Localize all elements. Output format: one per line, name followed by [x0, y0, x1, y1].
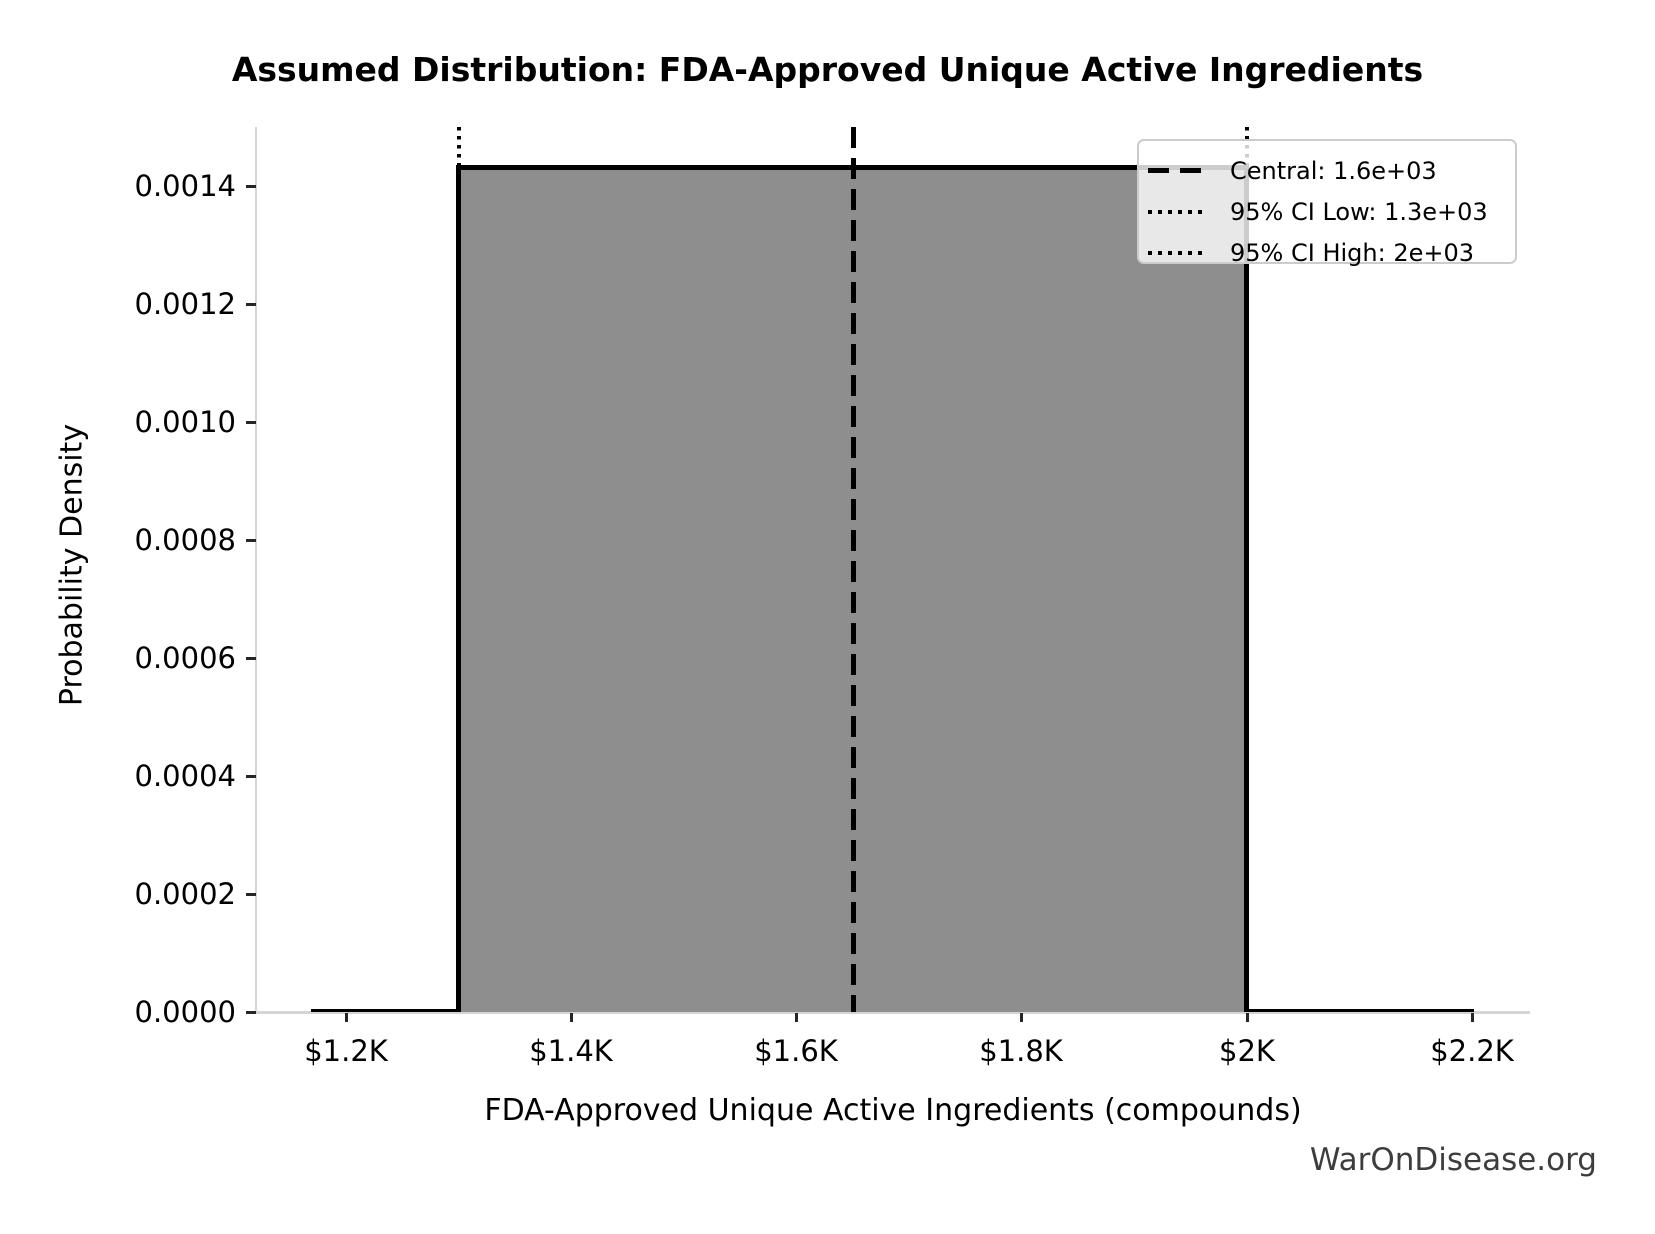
y-tick-mark: [246, 185, 256, 188]
y-tick-mark: [246, 1011, 256, 1014]
x-axis-spine: [250, 1011, 1530, 1014]
y-tick-mark: [246, 539, 256, 542]
x-tick-label: $2.2K: [1430, 1034, 1514, 1068]
y-tick-mark: [246, 775, 256, 778]
ci-high-line: [1245, 127, 1249, 1012]
x-tick-mark: [1246, 1013, 1249, 1022]
y-tick-label: 0.0014: [134, 169, 236, 203]
y-tick-label: 0.0012: [134, 287, 236, 321]
x-tick-label: $1.6K: [754, 1034, 838, 1068]
legend-label: 95% CI High: 2e+03: [1230, 238, 1474, 267]
y-tick-label: 0.0000: [134, 995, 236, 1029]
y-axis-spine: [255, 127, 257, 1012]
y-tick-mark: [246, 657, 256, 660]
chart-title: Assumed Distribution: FDA-Approved Uniqu…: [231, 50, 1424, 89]
pdf-baseline-left: [311, 1009, 459, 1012]
x-axis-label: FDA-Approved Unique Active Ingredients (…: [484, 1093, 1302, 1128]
watermark: WarOnDisease.org: [1309, 1142, 1597, 1178]
y-tick-label: 0.0006: [134, 641, 236, 675]
y-tick-mark: [246, 303, 256, 306]
central-line: [851, 127, 856, 1012]
y-axis-label: Probability Density: [54, 423, 90, 707]
legend-label: Central: 1.6e+03: [1230, 156, 1437, 185]
ci-low-line: [457, 127, 461, 1012]
dotted-line-icon: [1148, 209, 1203, 214]
dotted-line-icon: [1148, 250, 1203, 255]
y-tick-mark: [246, 421, 256, 424]
y-tick-label: 0.0008: [134, 523, 236, 557]
x-tick-mark: [570, 1013, 573, 1022]
legend-label: 95% CI Low: 1.3e+03: [1230, 197, 1488, 226]
pdf-baseline-right: [1247, 1009, 1474, 1012]
x-tick-label: $1.4K: [529, 1034, 613, 1068]
x-tick-mark: [795, 1013, 798, 1022]
y-tick-label: 0.0010: [134, 405, 236, 439]
legend: Central: 1.6e+03 95% CI Low: 1.3e+03 95%…: [1137, 139, 1517, 267]
x-tick-label: $2K: [1219, 1034, 1275, 1068]
x-tick-mark: [1471, 1013, 1474, 1022]
x-tick-mark: [345, 1013, 348, 1022]
legend-item-ci-low: 95% CI Low: 1.3e+03: [1148, 191, 1505, 232]
legend-item-central: Central: 1.6e+03: [1148, 150, 1505, 191]
y-tick-mark: [246, 893, 256, 896]
x-tick-label: $1.2K: [304, 1034, 388, 1068]
y-tick-label: 0.0002: [134, 877, 236, 911]
x-tick-mark: [1020, 1013, 1023, 1022]
legend-item-ci-high: 95% CI High: 2e+03: [1148, 232, 1505, 273]
x-tick-label: $1.8K: [979, 1034, 1063, 1068]
dashed-line-icon: [1148, 168, 1203, 173]
y-tick-label: 0.0004: [134, 759, 236, 793]
